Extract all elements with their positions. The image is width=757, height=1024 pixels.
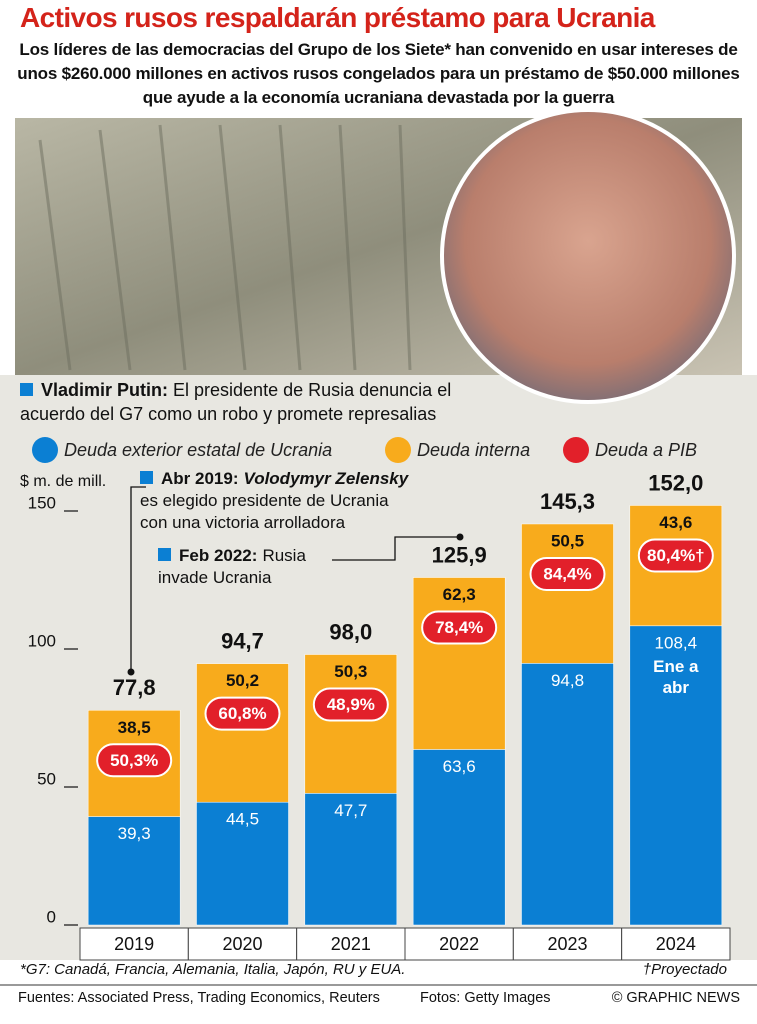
y-axis-label: $ m. de mill.	[20, 473, 106, 490]
total-label: 98,0	[329, 619, 372, 644]
value-label: 94,8	[551, 671, 584, 690]
annotation-label: Vladimir Putin:	[41, 380, 169, 400]
category-box	[621, 927, 731, 961]
annotation-label: Abr 2019:	[161, 469, 239, 488]
ratio-label: 80,4%†	[647, 546, 705, 565]
leader-dot	[456, 533, 464, 541]
value-label: 43,6	[659, 513, 692, 532]
ratio-label: 78,4%	[435, 618, 483, 637]
sources: Fuentes: Associated Press, Trading Econo…	[18, 990, 380, 1006]
total-label: 94,7	[221, 628, 264, 653]
ratio-label: 84,4%	[543, 564, 591, 583]
ratio-pill	[204, 696, 281, 731]
value-label: 38,5	[118, 718, 151, 737]
y-tick-label: 0	[47, 907, 56, 926]
x-tick-label: 2022	[439, 934, 479, 954]
annotation: Abr 2019: Volodymyr Zelensky es elegido p…	[140, 468, 440, 534]
category-box	[404, 927, 514, 961]
value-label: 63,6	[443, 757, 476, 776]
annotation-text: es elegido presidente de Ucrania con una…	[140, 491, 389, 532]
value-label: 108,4	[655, 633, 698, 652]
annotation-label: Feb 2022:	[179, 546, 258, 565]
y-tick-label: 100	[28, 631, 56, 650]
total-label: 152,0	[648, 470, 703, 495]
bullet	[20, 383, 33, 396]
total-label: 77,8	[113, 675, 156, 700]
legend-swatch	[563, 437, 589, 463]
bullet	[158, 548, 171, 561]
ratio-label: 48,9%	[327, 695, 375, 714]
x-tick-label: 2020	[222, 934, 262, 954]
leader-line	[130, 486, 146, 672]
legend-label: Deuda a PIB	[595, 440, 697, 460]
value-label: 39,3	[118, 824, 151, 843]
value-label: 50,5	[551, 531, 584, 550]
ratio-label: 50,3%	[110, 751, 158, 770]
annotation: Vladimir Putin: El presidente de Rusia de…	[20, 378, 520, 426]
bar-segment	[629, 625, 723, 926]
bar-segment	[304, 793, 398, 926]
ratio-pill	[529, 556, 606, 591]
subtitle: Los líderes de las democracias del Grupo…	[17, 40, 740, 107]
footnote: *G7: Canadá, Francia, Alemania, Italia, …	[20, 961, 405, 978]
bar-segment	[412, 749, 506, 926]
bar-segment	[196, 663, 289, 803]
credit: © GRAPHIC NEWS	[612, 990, 740, 1006]
value-label: 50,2	[226, 671, 259, 690]
legend-label: Deuda exterior estatal de Ucrania	[64, 440, 332, 460]
ratio-pill	[637, 538, 714, 573]
value-label: 47,7	[334, 801, 367, 820]
leader-line	[332, 536, 460, 561]
x-tick-label: 2024	[656, 934, 696, 954]
x-tick-label: 2021	[331, 934, 371, 954]
ratio-pill	[421, 610, 498, 645]
ratio-label: 60,8%	[218, 704, 266, 723]
bar-segment	[521, 663, 614, 926]
ratio-pill	[312, 687, 389, 722]
bar-note: Ene a abr	[653, 656, 699, 697]
y-tick-label: 150	[28, 493, 56, 512]
bar-segment	[304, 654, 398, 794]
photo-credit: Fotos: Getty Images	[420, 990, 551, 1006]
leader-dot	[127, 668, 135, 676]
x-tick-label: 2023	[547, 934, 587, 954]
legend-swatch	[32, 437, 58, 463]
ratio-pill	[96, 743, 173, 778]
legend-label: Deuda interna	[417, 440, 530, 460]
bar-segment	[412, 577, 506, 750]
value-label: 50,3	[334, 662, 367, 681]
bullet	[140, 471, 153, 484]
x-tick-label: 2019	[114, 934, 154, 954]
title: Activos rusos respaldarán préstamo para …	[20, 2, 655, 33]
projection-note: †Proyectado	[643, 961, 727, 978]
total-label: 125,9	[432, 542, 487, 567]
annotation: Feb 2022: Rusia invade Ucrania	[158, 545, 333, 589]
bar-segment	[521, 523, 614, 664]
annotation-name: Volodymyr Zelensky	[243, 469, 409, 488]
legend-swatch	[385, 437, 411, 463]
annotation-text: El presidente de Rusia denuncia el acuer…	[20, 380, 452, 424]
photo-portrait	[440, 108, 736, 404]
value-label: 44,5	[226, 810, 259, 829]
bar-segment	[87, 816, 181, 926]
bar-segment	[196, 801, 289, 926]
bill-stripes	[38, 124, 412, 371]
total-label: 145,3	[540, 489, 595, 514]
annotation-text: Rusia invade Ucrania	[158, 546, 306, 587]
value-label: 62,3	[443, 585, 476, 604]
y-tick-label: 50	[37, 769, 56, 788]
